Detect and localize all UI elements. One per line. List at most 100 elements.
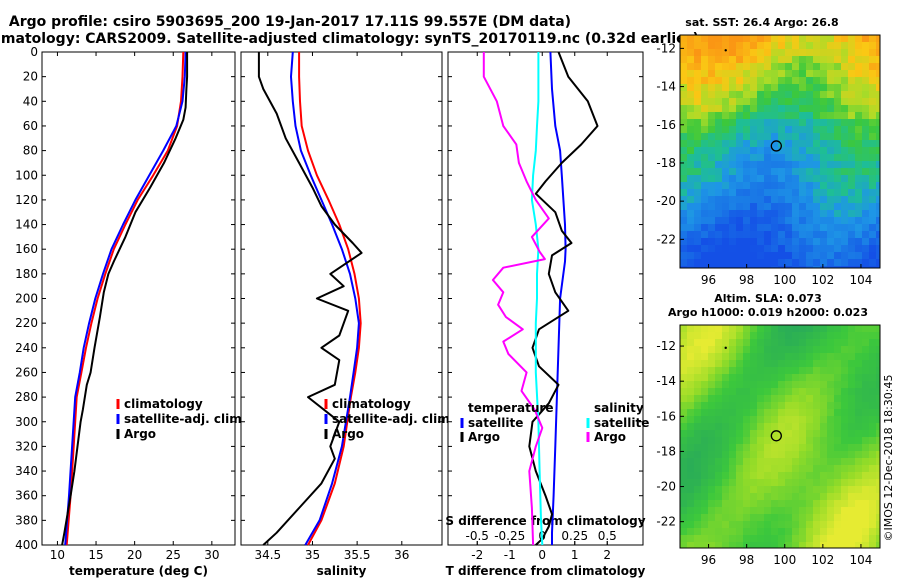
sst-map-cell xyxy=(736,161,743,168)
sst-map-cell xyxy=(750,196,757,203)
sla-map-cell xyxy=(701,528,708,535)
sla-map-cell xyxy=(687,353,694,360)
sst-map-cell xyxy=(876,98,880,105)
sst-map-cell xyxy=(778,175,785,182)
sla-map-cell xyxy=(750,325,757,332)
temperature-axes-frame xyxy=(41,51,236,546)
sst-map-cell xyxy=(820,203,827,210)
sst-map-cell xyxy=(862,182,869,189)
depth-tick-label: 60 xyxy=(23,119,38,133)
sst-map-cell xyxy=(876,140,880,147)
sla-map-cell xyxy=(701,409,708,416)
sst-map-cell xyxy=(785,182,792,189)
sst-map-cell xyxy=(736,84,743,91)
sst-map-cell xyxy=(701,42,708,49)
sla-map-cell xyxy=(771,451,778,458)
sla-map-cell xyxy=(806,500,813,507)
sst-map-cell xyxy=(771,175,778,182)
sst-map-cell xyxy=(834,161,841,168)
sla-map-cell xyxy=(806,416,813,423)
sla-map-cell xyxy=(771,521,778,528)
sst-map-cell xyxy=(827,70,834,77)
sla-map-cell xyxy=(841,381,848,388)
sst-map-cell xyxy=(715,224,722,231)
sla-map-cell xyxy=(778,416,785,423)
sla-map-cell xyxy=(743,402,750,409)
sst-map-cell xyxy=(687,259,694,266)
sst-map-cell xyxy=(855,210,862,217)
sla-map-cell xyxy=(722,395,729,402)
sst-map-cell xyxy=(841,175,848,182)
sla-map-cell xyxy=(694,458,701,465)
sst-map-cell xyxy=(687,126,694,133)
sla-map-cell xyxy=(771,402,778,409)
sla-map-cell xyxy=(813,528,820,535)
sla-map-cell xyxy=(701,451,708,458)
sst-map-cell xyxy=(834,63,841,70)
sst-map-cell xyxy=(862,224,869,231)
sla-map-cell xyxy=(855,535,862,542)
sla-map-cell xyxy=(680,430,687,437)
sla-map-cell xyxy=(799,374,806,381)
sst-map-cell xyxy=(764,203,771,210)
sla-map-cell xyxy=(701,437,708,444)
sst-map-cell xyxy=(736,252,743,259)
sla-map-cell xyxy=(827,444,834,451)
sla-map-cell xyxy=(680,507,687,514)
sla-map-cell xyxy=(834,542,841,548)
sst-map-cell xyxy=(876,56,880,63)
sst-map-cell xyxy=(799,196,806,203)
sla-map-cell xyxy=(792,535,799,542)
sst-map-cell xyxy=(820,245,827,252)
sla-map-cell xyxy=(806,395,813,402)
sla-map-ytick-label: -14 xyxy=(656,374,676,388)
sla-map-cell xyxy=(771,360,778,367)
sst-map-cell xyxy=(820,63,827,70)
sst-map-cell xyxy=(743,84,750,91)
sst-map-cell xyxy=(876,175,880,182)
sla-map-cell xyxy=(715,367,722,374)
sla-map-cell xyxy=(799,367,806,374)
sla-map-cell xyxy=(785,486,792,493)
sla-map-cell xyxy=(876,437,880,444)
sla-map-cell xyxy=(820,423,827,430)
sla-map-cell xyxy=(701,465,708,472)
sst-map-cell xyxy=(771,63,778,70)
sla-map-cell xyxy=(876,535,880,542)
sst-map-cell xyxy=(694,35,701,42)
sla-map-cell xyxy=(715,360,722,367)
sst-map-cell xyxy=(792,63,799,70)
sst-map-cell xyxy=(743,77,750,84)
sla-map-cell xyxy=(813,437,820,444)
sla-map-cell xyxy=(771,325,778,332)
sla-map-cell xyxy=(694,360,701,367)
sla-map-cell xyxy=(722,437,729,444)
sst-map-cell xyxy=(680,63,687,70)
sst-map-cell xyxy=(701,154,708,161)
sla-map-cell xyxy=(680,367,687,374)
sla-map-cell xyxy=(715,486,722,493)
sla-map-cell xyxy=(680,332,687,339)
sla-map-island-dot xyxy=(724,346,727,350)
sla-map-cell xyxy=(827,528,834,535)
sst-map-cell xyxy=(827,91,834,98)
sst-map-cell xyxy=(771,189,778,196)
sst-map-cell xyxy=(687,49,694,56)
sst-map-cell xyxy=(750,56,757,63)
sla-map-cell xyxy=(792,374,799,381)
sst-map-cell xyxy=(729,70,736,77)
sst-map-cell xyxy=(729,56,736,63)
sst-map-cell xyxy=(827,126,834,133)
sst-map-cell xyxy=(792,70,799,77)
sla-map-cell xyxy=(785,409,792,416)
sla-map-cell xyxy=(841,423,848,430)
sst-map-cell xyxy=(750,168,757,175)
sla-map-cell xyxy=(764,542,771,548)
s-diff-xtick-label: -0.25 xyxy=(494,529,525,543)
sla-map-cell xyxy=(722,374,729,381)
sla-map-cell xyxy=(855,451,862,458)
temperature-xtick-label: 20 xyxy=(127,548,142,562)
sst-map-cell xyxy=(764,56,771,63)
sst-map-cell xyxy=(778,154,785,161)
sla-map-cell xyxy=(827,451,834,458)
